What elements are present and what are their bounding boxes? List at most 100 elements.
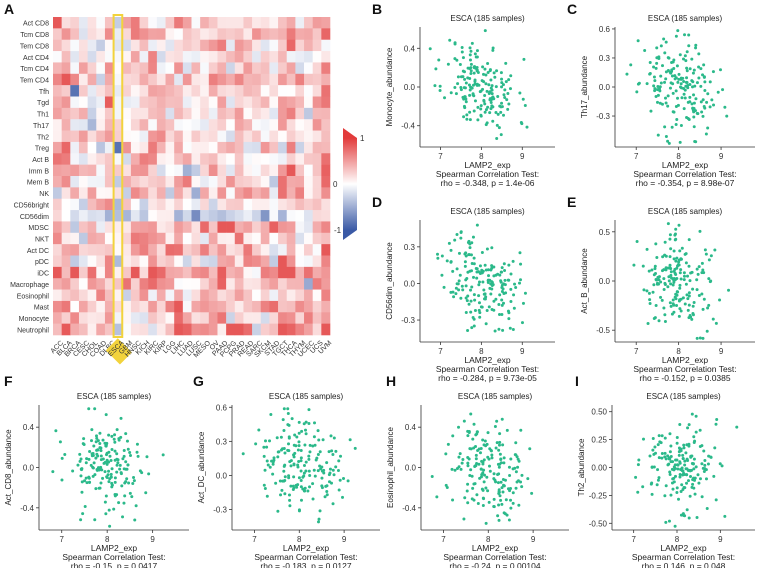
- scatter-point: [482, 99, 486, 103]
- heatmap-cell: [104, 153, 114, 165]
- heatmap-cell: [174, 323, 184, 336]
- scatter-point: [299, 456, 303, 460]
- heatmap-cell: [312, 278, 322, 290]
- scatter-point: [509, 74, 513, 78]
- scatter-point: [667, 141, 671, 145]
- heatmap-row-label: Th17: [33, 123, 49, 130]
- scatter-point: [296, 463, 300, 467]
- scatter-point: [727, 288, 731, 292]
- scatter-point: [113, 458, 117, 462]
- heatmap-cell: [61, 176, 71, 188]
- scatter-point: [458, 273, 462, 277]
- heatmap-cell: [208, 141, 218, 154]
- heatmap-cell: [122, 28, 132, 41]
- scatter-point: [110, 467, 114, 471]
- scatter-point: [490, 264, 494, 268]
- heatmap-cell: [260, 141, 270, 154]
- heatmap-cell: [252, 278, 262, 290]
- scatter-point: [525, 125, 529, 129]
- scatter-point: [659, 295, 663, 299]
- heatmap-cell: [312, 85, 322, 97]
- scatter-point: [682, 446, 686, 450]
- scatter-point: [500, 270, 504, 274]
- scatter-point: [666, 68, 670, 72]
- heatmap-cell: [96, 232, 106, 245]
- heatmap-cell: [252, 141, 262, 154]
- scatter-point: [301, 475, 305, 479]
- heatmap-cell: [113, 312, 123, 324]
- scatter-point: [96, 454, 100, 458]
- scatter-point: [496, 481, 500, 485]
- scatter-point: [287, 436, 291, 440]
- scatter-point: [666, 139, 670, 143]
- scatter-point: [90, 439, 93, 443]
- heatmap-cell: [321, 266, 331, 279]
- scatter-point: [657, 319, 661, 323]
- scatter-point: [654, 66, 658, 70]
- heatmap-cell: [96, 221, 106, 234]
- heatmap-cell: [252, 96, 262, 109]
- scatter-point: [469, 288, 473, 292]
- scatter-point: [271, 462, 275, 466]
- heatmap-cell: [321, 244, 331, 256]
- scatter-point: [660, 298, 664, 302]
- y-tick-label: 0.0: [404, 279, 416, 288]
- heatmap-cell: [260, 62, 270, 75]
- scatter-point: [107, 480, 111, 484]
- scatter-point: [465, 113, 469, 117]
- heatmap-cell: [304, 85, 313, 97]
- heatmap-cell: [53, 119, 62, 131]
- scatter-point: [687, 238, 691, 242]
- scatter-point: [657, 278, 661, 282]
- panel-label-A: A: [4, 1, 14, 17]
- scatter-point: [484, 73, 488, 77]
- heatmap-cell: [113, 176, 123, 188]
- heatmap-cell: [191, 39, 201, 52]
- scatter-point: [669, 270, 673, 274]
- heatmap-cell: [234, 187, 244, 200]
- heatmap-cell: [70, 39, 80, 52]
- heatmap-cell: [96, 96, 106, 109]
- scatter-point: [286, 407, 290, 411]
- heatmap-cell: [278, 210, 288, 222]
- heatmap-cell: [260, 278, 270, 290]
- scatter-point: [110, 448, 114, 452]
- scatter-point: [695, 81, 699, 85]
- scatter-point: [98, 431, 102, 435]
- heatmap-cell: [53, 187, 62, 200]
- scatter-point: [663, 494, 667, 498]
- scatter-point: [325, 461, 329, 465]
- panel-label-B: B: [372, 1, 382, 17]
- scatter-point: [689, 271, 693, 275]
- scatter-point: [87, 476, 91, 480]
- x-tick-label: 9: [520, 152, 525, 161]
- scatter-point: [680, 483, 684, 487]
- scatter-point: [113, 476, 117, 480]
- scatter-point: [469, 412, 473, 416]
- scatter-point: [453, 238, 457, 242]
- heatmap-cell: [234, 232, 244, 245]
- scatter-point: [501, 443, 505, 447]
- scatter-point: [475, 55, 479, 59]
- scatter-point: [646, 322, 650, 326]
- heatmap-cell: [148, 300, 158, 313]
- scatter-point: [678, 472, 682, 476]
- scatter-point: [653, 79, 657, 83]
- scatter-point: [704, 252, 708, 256]
- heatmap-cell: [113, 198, 123, 211]
- heatmap-cell: [217, 255, 227, 268]
- heatmap-cell: [148, 255, 158, 268]
- scatter-point: [690, 454, 694, 458]
- stat-test-title: Spearman Correlation Test:: [443, 552, 546, 562]
- heatmap-cell: [191, 85, 201, 97]
- heatmap-cell: [148, 221, 158, 234]
- scatter-point: [122, 454, 126, 458]
- heatmap-cell: [217, 289, 227, 302]
- scatter-point: [483, 102, 487, 106]
- heatmap-cell: [139, 323, 149, 336]
- scatter-point: [278, 479, 282, 483]
- scatter-point: [331, 453, 335, 457]
- heatmap-cell: [130, 28, 140, 41]
- scatter-point: [490, 92, 494, 96]
- stat-result: rho = -0.24, p = 0.00104: [449, 561, 540, 568]
